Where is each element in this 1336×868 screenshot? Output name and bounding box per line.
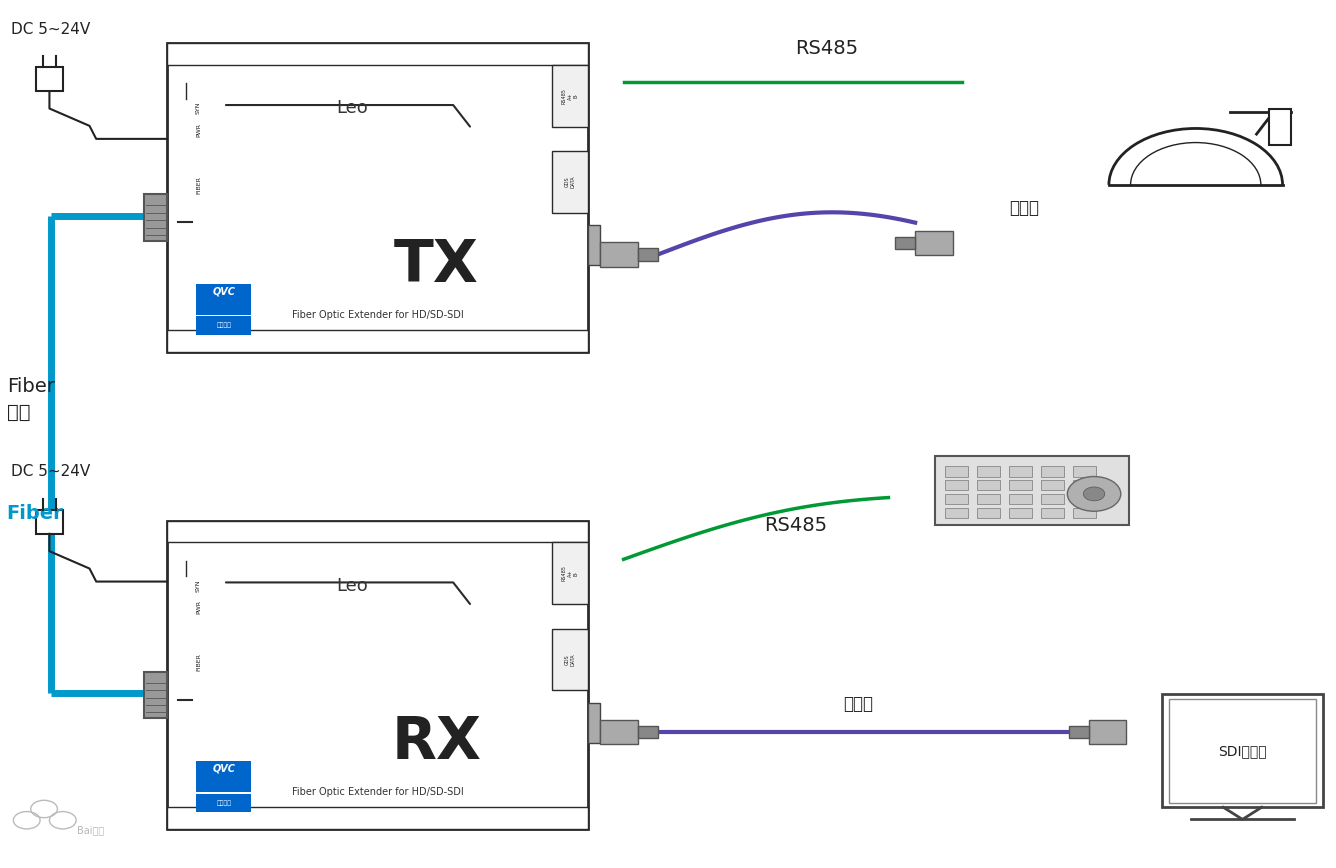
Circle shape xyxy=(1083,487,1105,501)
Text: Bai百度: Bai百度 xyxy=(77,825,104,835)
Bar xyxy=(1073,508,1096,518)
Text: RX: RX xyxy=(391,714,481,771)
Bar xyxy=(977,466,1001,477)
Text: Leo: Leo xyxy=(337,576,367,595)
Text: Fiber: Fiber xyxy=(7,377,55,396)
Text: Fiber: Fiber xyxy=(7,504,63,523)
Bar xyxy=(1009,494,1031,504)
Bar xyxy=(1073,466,1096,477)
Bar xyxy=(167,43,588,65)
Text: FIBER: FIBER xyxy=(196,654,200,672)
Text: FIBER: FIBER xyxy=(196,176,200,194)
Text: RS485: RS485 xyxy=(764,516,827,535)
Text: GDS
DATA: GDS DATA xyxy=(565,653,576,666)
Text: GDS
DATA: GDS DATA xyxy=(565,175,576,188)
Text: 光纤: 光纤 xyxy=(7,403,31,422)
Bar xyxy=(1041,508,1063,518)
Text: SYN: SYN xyxy=(196,102,200,115)
Bar xyxy=(144,672,167,718)
Bar xyxy=(552,542,588,604)
Bar xyxy=(945,494,969,504)
Bar xyxy=(167,330,588,352)
Text: 权成安视: 权成安视 xyxy=(216,800,231,806)
Bar xyxy=(1069,726,1089,738)
Bar xyxy=(196,761,251,792)
Text: PWR: PWR xyxy=(196,600,200,614)
Bar xyxy=(600,242,637,266)
Bar xyxy=(167,521,588,829)
Bar xyxy=(1089,720,1126,744)
Text: 权成安视: 权成安视 xyxy=(216,323,231,328)
Text: SYN: SYN xyxy=(196,579,200,592)
Bar xyxy=(1009,466,1031,477)
Bar xyxy=(552,628,588,690)
Bar xyxy=(637,726,657,738)
Text: 同轴线: 同轴线 xyxy=(1009,200,1038,217)
Text: TX: TX xyxy=(394,237,478,293)
Bar xyxy=(552,151,588,213)
Bar xyxy=(167,43,588,352)
Bar xyxy=(1269,109,1291,145)
Bar xyxy=(196,793,251,812)
Text: RS485
A+
B-: RS485 A+ B- xyxy=(561,88,578,103)
Text: 同轴线: 同轴线 xyxy=(843,694,872,713)
Bar xyxy=(167,521,588,542)
Text: SDI监视器: SDI监视器 xyxy=(1218,744,1267,758)
Bar xyxy=(945,480,969,490)
Bar xyxy=(637,248,657,260)
Text: PWR: PWR xyxy=(196,122,200,136)
Text: Fiber Optic Extender for HD/SD-SDI: Fiber Optic Extender for HD/SD-SDI xyxy=(291,787,464,797)
Bar xyxy=(935,456,1129,525)
Text: RS485
A+
B-: RS485 A+ B- xyxy=(561,565,578,581)
Circle shape xyxy=(1067,477,1121,511)
Text: Leo: Leo xyxy=(337,99,367,117)
Bar xyxy=(895,237,915,249)
Bar xyxy=(144,194,167,240)
Text: RS485: RS485 xyxy=(795,38,858,57)
Bar xyxy=(1073,494,1096,504)
Bar xyxy=(945,508,969,518)
Bar xyxy=(1162,694,1323,807)
Text: QVC: QVC xyxy=(212,764,235,774)
Text: DC 5~24V: DC 5~24V xyxy=(11,464,90,479)
Bar xyxy=(945,466,969,477)
Bar xyxy=(1041,494,1063,504)
Text: Fiber Optic Extender for HD/SD-SDI: Fiber Optic Extender for HD/SD-SDI xyxy=(291,310,464,319)
Bar xyxy=(196,284,251,314)
Bar xyxy=(167,807,588,829)
Bar xyxy=(1009,508,1031,518)
Text: QVC: QVC xyxy=(212,286,235,297)
Bar xyxy=(36,510,63,534)
Bar xyxy=(1009,480,1031,490)
Bar xyxy=(552,65,588,127)
Bar xyxy=(588,225,600,266)
Bar xyxy=(977,480,1001,490)
Bar xyxy=(1169,699,1316,803)
Bar xyxy=(977,494,1001,504)
Bar xyxy=(1041,466,1063,477)
Bar xyxy=(915,231,953,255)
Bar xyxy=(600,720,637,744)
Bar xyxy=(36,67,63,91)
Bar xyxy=(977,508,1001,518)
Bar xyxy=(196,316,251,334)
Bar xyxy=(1041,480,1063,490)
Bar xyxy=(588,702,600,743)
Bar xyxy=(1073,480,1096,490)
Text: DC 5~24V: DC 5~24V xyxy=(11,22,90,36)
